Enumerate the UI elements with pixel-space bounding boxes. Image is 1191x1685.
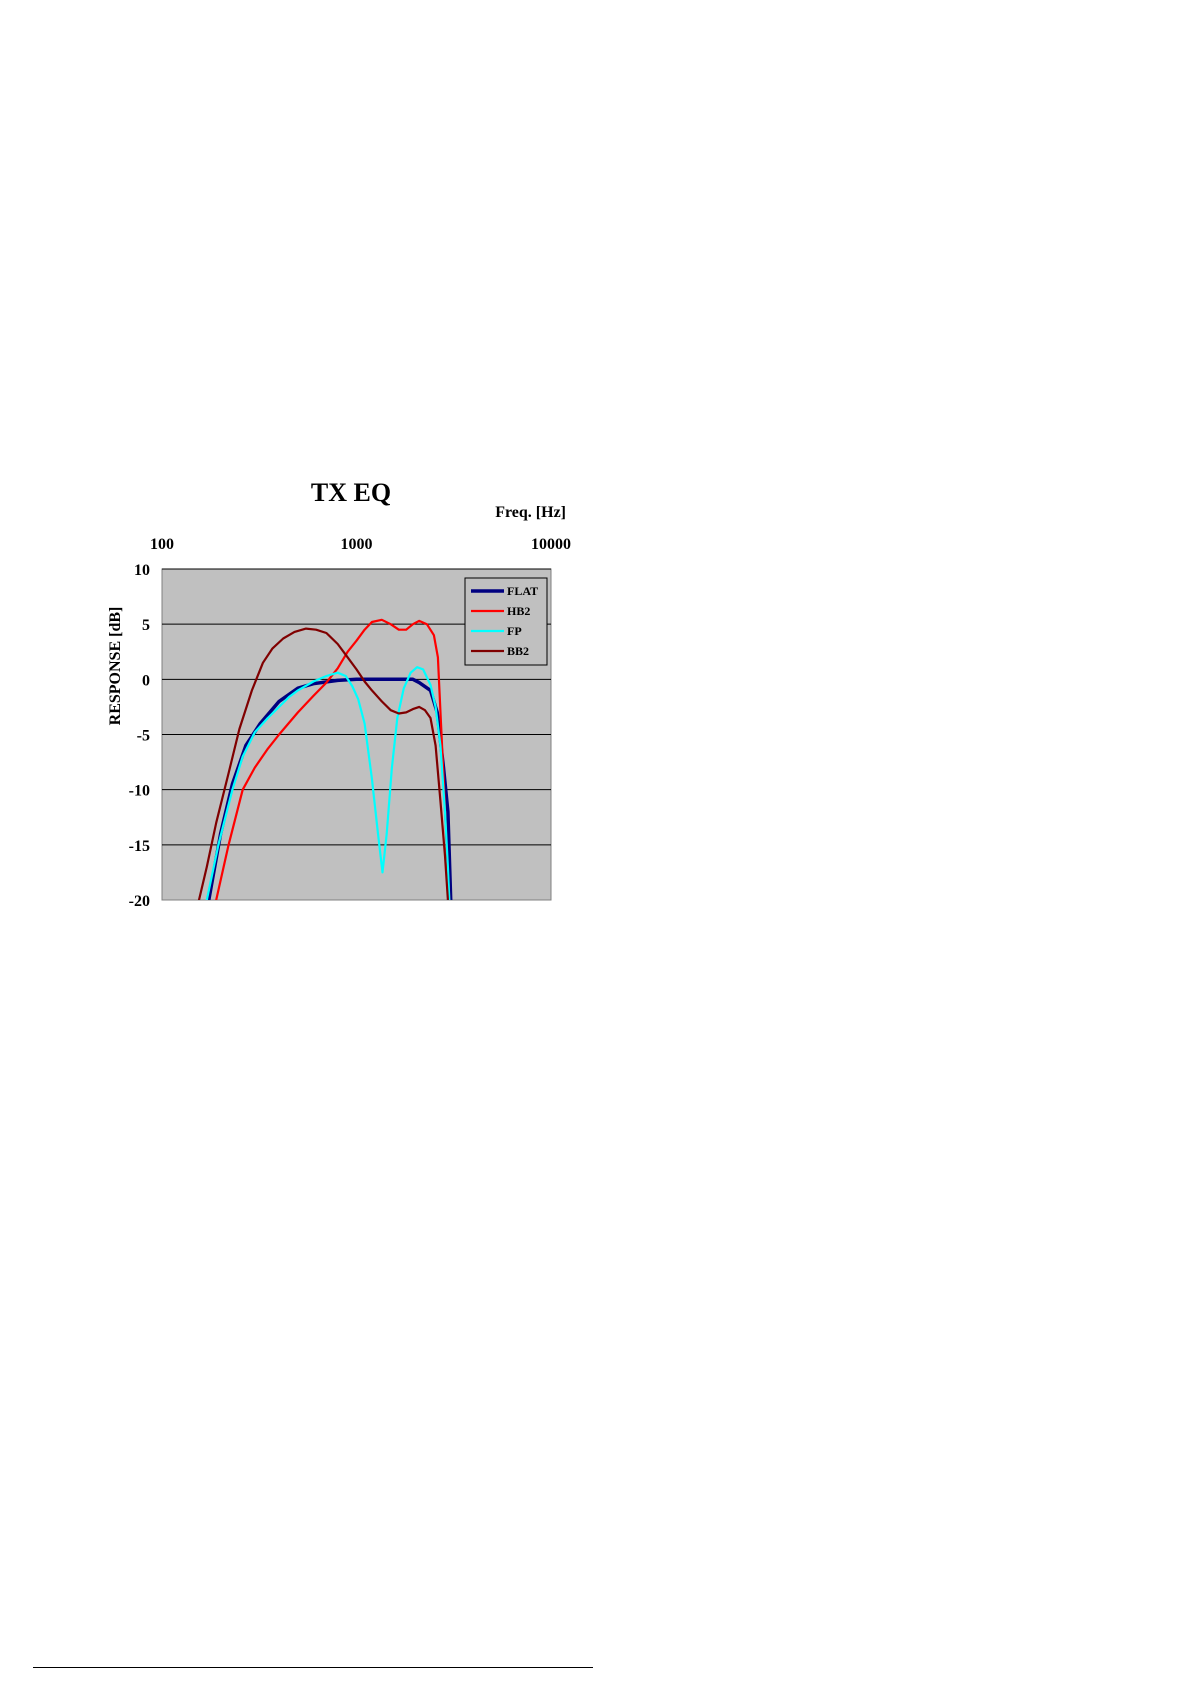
y-tick-label: -10 — [129, 783, 150, 800]
page-footer-rule — [33, 1667, 593, 1668]
chart-title: TX EQ — [311, 478, 391, 507]
x-tick-label: 10000 — [531, 536, 571, 553]
y-tick-label: 0 — [142, 672, 150, 689]
series-line-hb2 — [215, 618, 451, 900]
y-axis-title: RESPONSE [dB] — [107, 607, 124, 726]
x-tick-label: 100 — [150, 536, 174, 553]
x-tick-labels: 100 1000 10000 — [150, 536, 571, 553]
series-lines — [197, 618, 453, 900]
x-tick-label: 1000 — [341, 536, 373, 553]
y-tick-labels: 10 5 0 -5 -10 -15 -20 — [129, 562, 150, 910]
legend-label-fp: FP — [507, 624, 522, 638]
legend-label-bb2: BB2 — [507, 644, 529, 658]
y-tick-label: -5 — [137, 728, 150, 745]
y-tick-label: 10 — [134, 562, 150, 579]
legend: FLAT HB2 FP BB2 — [464, 577, 548, 666]
legend-label-flat: FLAT — [507, 584, 538, 598]
series-line-bb2 — [197, 627, 449, 900]
series-line-fp — [205, 666, 451, 900]
legend-label-hb2: HB2 — [507, 604, 530, 618]
y-tick-label: -15 — [129, 838, 150, 855]
x-axis-title: Freq. [Hz] — [495, 504, 566, 521]
y-tick-label: 5 — [142, 617, 150, 634]
y-tick-label: -20 — [129, 893, 150, 910]
